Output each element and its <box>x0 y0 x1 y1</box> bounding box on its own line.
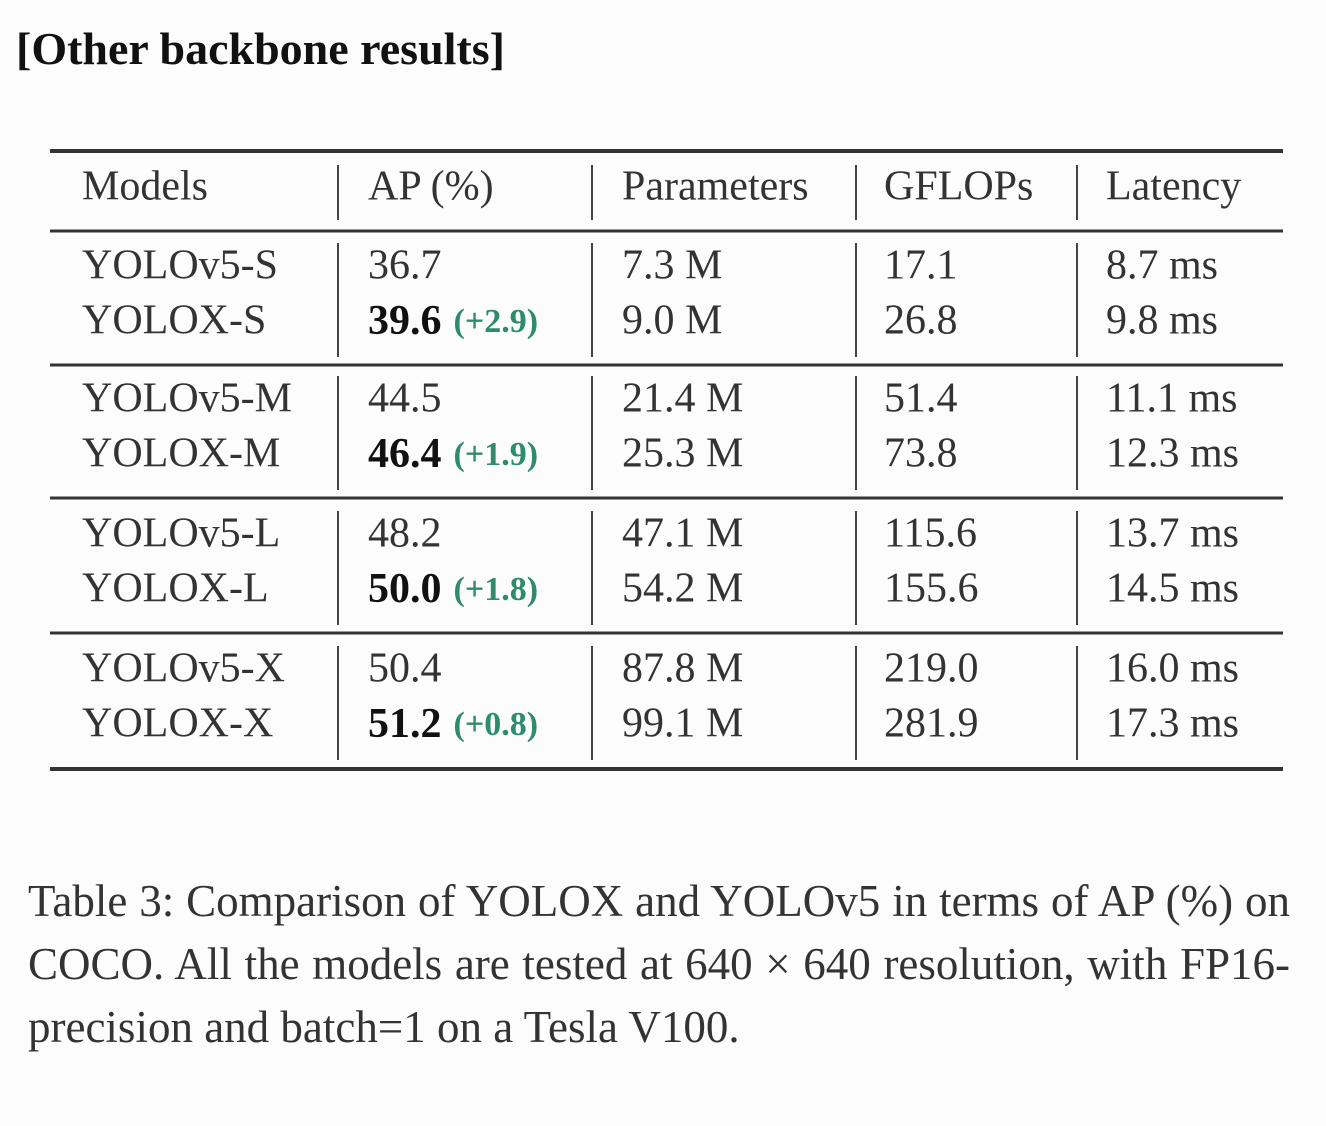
header-cell: GFLOPs <box>884 164 1033 210</box>
cell: 73.8 <box>884 431 958 477</box>
ap-value: 46.4 <box>368 431 442 477</box>
table-caption: Table 3: Comparison of YOLOX and YOLOv5 … <box>28 876 1290 1052</box>
cell: 13.7 ms <box>1106 511 1239 557</box>
ap-gain: (+1.8) <box>454 571 539 608</box>
ap-value: 39.6 <box>368 298 442 344</box>
ap-gain: (+2.9) <box>454 303 539 340</box>
cell: 44.5 <box>368 376 442 422</box>
header-cell: AP (%) <box>368 164 494 210</box>
cell: YOLOv5-M <box>82 376 292 422</box>
cell: 21.4 M <box>622 376 743 422</box>
cell: 25.3 M <box>622 431 743 477</box>
cell: 12.3 ms <box>1106 431 1239 477</box>
ap-value: 51.2 <box>368 701 442 747</box>
cell: 47.1 M <box>622 511 743 557</box>
page-title: [Other backbone results] <box>16 23 505 74</box>
cell: 48.2 <box>368 511 442 557</box>
cell: 51.4 <box>884 376 958 422</box>
header-cell: Parameters <box>622 164 809 210</box>
ap-cell: 39.6 (+2.9) <box>368 298 538 344</box>
cell: 7.3 M <box>622 243 722 289</box>
cell: 115.6 <box>884 511 977 557</box>
cell: 26.8 <box>884 298 958 344</box>
cell: 36.7 <box>368 243 442 289</box>
ap-gain: (+0.8) <box>454 706 539 743</box>
cell: 50.4 <box>368 646 442 692</box>
cell: 155.6 <box>884 566 979 612</box>
cell: 219.0 <box>884 646 979 692</box>
ap-gain: (+1.9) <box>454 436 539 473</box>
cell: 17.1 <box>884 243 958 289</box>
cell: 11.1 ms <box>1106 376 1237 422</box>
ap-cell: 51.2 (+0.8) <box>368 701 538 747</box>
header-cell: Latency <box>1106 164 1241 210</box>
cell: YOLOX-M <box>82 431 280 477</box>
cell: YOLOX-S <box>82 298 266 344</box>
cell: YOLOv5-X <box>82 646 285 692</box>
cell: 99.1 M <box>622 701 743 747</box>
cell: 87.8 M <box>622 646 743 692</box>
cell: 54.2 M <box>622 566 743 612</box>
header-cell: Models <box>82 164 208 210</box>
ap-value: 50.0 <box>368 566 442 612</box>
cell: YOLOX-L <box>82 566 269 612</box>
cell: YOLOv5-S <box>82 243 278 289</box>
cell: 8.7 ms <box>1106 243 1218 289</box>
cell: YOLOv5-L <box>82 511 280 557</box>
cell: 281.9 <box>884 701 979 747</box>
cell: 14.5 ms <box>1106 566 1239 612</box>
cell: 17.3 ms <box>1106 701 1239 747</box>
results-table: Models AP (%) Parameters GFLOPs Latency YOLOv… <box>50 149 1283 771</box>
cell: YOLOX-X <box>82 701 273 747</box>
cell: 16.0 ms <box>1106 646 1239 692</box>
ap-cell: 46.4 (+1.9) <box>368 431 538 477</box>
cell: 9.8 ms <box>1106 298 1218 344</box>
ap-cell: 50.0 (+1.8) <box>368 566 538 612</box>
cell: 9.0 M <box>622 298 722 344</box>
